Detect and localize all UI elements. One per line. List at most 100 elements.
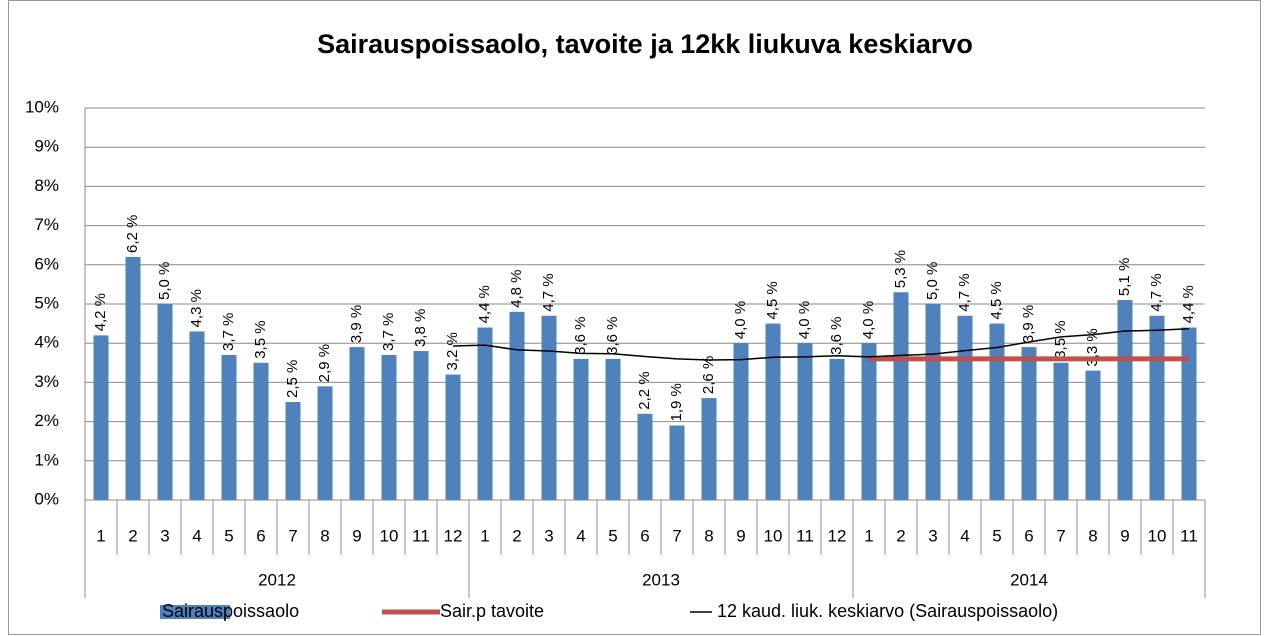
data-label: 2,2 % [636, 371, 653, 409]
data-label: 3,5 % [252, 320, 269, 358]
group-label: 2012 [258, 570, 296, 589]
y-tick-label: 0% [34, 489, 59, 508]
x-tick-label: 7 [1056, 526, 1065, 545]
data-label: 5,0 % [924, 262, 941, 300]
x-tick-label: 7 [672, 526, 681, 545]
data-label: 4,2 % [92, 293, 109, 331]
x-tick-label: 6 [640, 526, 649, 545]
data-label: 4,5 % [988, 281, 1005, 319]
bar [1117, 300, 1133, 500]
y-tick-label: 3% [34, 372, 59, 391]
x-tick-label: 10 [380, 526, 399, 545]
bar [509, 311, 525, 500]
bar [829, 358, 845, 500]
x-tick-label: 11 [796, 526, 814, 545]
x-tick-label: 1 [864, 526, 873, 545]
bar [637, 413, 653, 500]
bar [253, 362, 269, 500]
y-tick-label: 1% [34, 450, 59, 469]
bar [445, 374, 461, 500]
data-label: 5,0 % [156, 262, 173, 300]
x-tick-label: 3 [160, 526, 169, 545]
data-label: 2,6 % [700, 356, 717, 394]
legend-swatch [160, 605, 230, 619]
x-tick-label: 6 [1024, 526, 1033, 545]
legend-label: Sairauspoissaolo [162, 601, 299, 621]
data-label: 3,7 % [380, 313, 397, 351]
bar [893, 292, 909, 500]
bar [605, 358, 621, 500]
bar [573, 358, 589, 500]
y-tick-label: 9% [34, 137, 59, 156]
y-tick-label: 10% [25, 97, 59, 116]
x-tick-label: 2 [512, 526, 521, 545]
y-tick-label: 4% [34, 333, 59, 352]
x-tick-label: 1 [96, 526, 105, 545]
x-tick-label: 9 [352, 526, 361, 545]
legend-label: Sair.p tavoite [440, 601, 544, 621]
data-label: 4,7 % [1148, 273, 1165, 311]
x-tick-label: 10 [1148, 526, 1167, 545]
x-tick-label: 5 [992, 526, 1001, 545]
bar [797, 343, 813, 500]
data-label: 4,0 % [732, 301, 749, 339]
x-tick-label: 11 [412, 526, 430, 545]
x-tick-label: 5 [224, 526, 233, 545]
bar [861, 343, 877, 500]
x-tick-label: 12 [444, 526, 463, 545]
bar [349, 347, 365, 500]
bar [1021, 347, 1037, 500]
data-label: 4,7 % [540, 273, 557, 311]
chart-border [8, 0, 1261, 635]
y-tick-label: 8% [34, 176, 59, 195]
bar [1149, 315, 1165, 500]
bar [925, 304, 941, 500]
x-tick-label: 1 [480, 526, 489, 545]
x-tick-label: 7 [288, 526, 297, 545]
bar [989, 323, 1005, 500]
bar [701, 398, 717, 500]
x-tick-label: 11 [1180, 526, 1198, 545]
data-label: 3,7 % [220, 313, 237, 351]
x-tick-label: 9 [736, 526, 745, 545]
group-label: 2014 [1010, 570, 1048, 589]
bar [381, 354, 397, 500]
bar [477, 327, 493, 500]
x-tick-label: 2 [128, 526, 137, 545]
data-label: 4,5 % [764, 281, 781, 319]
data-label: 5,3 % [892, 250, 909, 288]
data-label: 3,9 % [348, 305, 365, 343]
x-tick-label: 9 [1120, 526, 1129, 545]
bar [1181, 327, 1197, 500]
x-tick-label: 8 [704, 526, 713, 545]
x-tick-label: 3 [928, 526, 937, 545]
data-label: 1,9 % [668, 383, 685, 421]
bar [157, 304, 173, 500]
data-label: 5,1 % [1116, 258, 1133, 296]
bar [221, 354, 237, 500]
legend-label: 12 kaud. liuk. keskiarvo (Sairauspoissao… [717, 601, 1058, 621]
data-label: 4,7 % [956, 273, 973, 311]
x-tick-label: 6 [256, 526, 265, 545]
x-tick-label: 12 [828, 526, 847, 545]
y-tick-label: 5% [34, 293, 59, 312]
bar [957, 315, 973, 500]
data-label: 4,0 % [860, 301, 877, 339]
x-tick-label: 2 [896, 526, 905, 545]
x-tick-label: 4 [576, 526, 585, 545]
data-label: 3,6 % [604, 317, 621, 355]
x-tick-label: 10 [764, 526, 783, 545]
data-label: 3,6 % [828, 317, 845, 355]
x-tick-label: 4 [192, 526, 201, 545]
data-label: 3,8 % [412, 309, 429, 347]
data-label: 3,2 % [444, 332, 461, 370]
data-label: 2,9 % [316, 344, 333, 382]
x-tick-label: 4 [960, 526, 969, 545]
data-label: 4,3 % [188, 289, 205, 327]
data-label: 3,5 % [1052, 320, 1069, 358]
x-tick-label: 8 [1088, 526, 1097, 545]
data-label: 3,6 % [572, 317, 589, 355]
y-tick-label: 6% [34, 254, 59, 273]
x-tick-label: 8 [320, 526, 329, 545]
